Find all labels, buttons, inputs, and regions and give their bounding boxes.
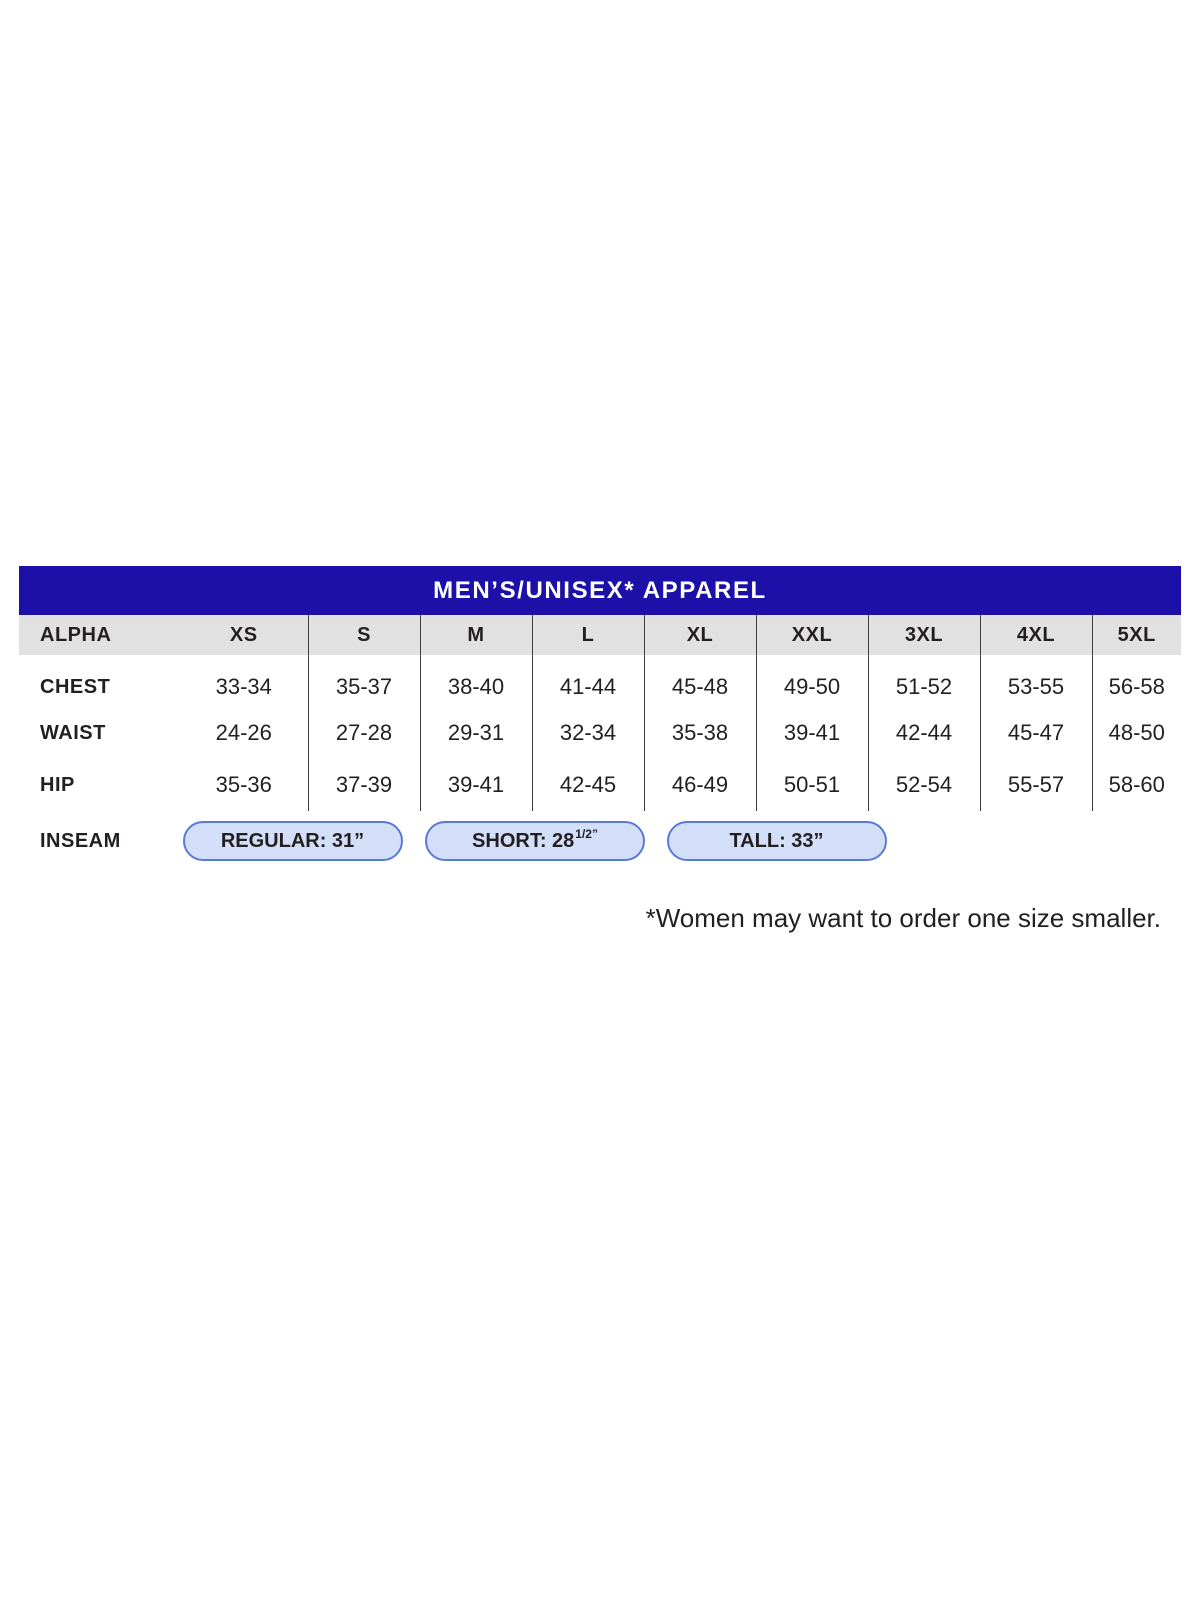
size-value-cell: 35-36 [215,772,272,797]
col-header-3xl: 3XL [867,615,980,655]
size-table: ALPHA XS S M L XL XXL 3XL 4XL 5XL CHEST … [19,615,1181,811]
size-header-row: ALPHA XS S M L XL XXL 3XL 4XL 5XL [19,615,1181,655]
inseam-pill-tall-text: TALL: 33” [729,829,824,852]
size-value-cell: 46-49 [643,759,756,811]
col-header-4xl: 4XL [979,615,1092,655]
chest-row: CHEST 33-34 35-37 38-40 41-44 45-48 49-5… [19,655,1181,707]
row-label-waist: WAIST [40,721,106,744]
size-value-cell: 37-39 [307,759,420,811]
inseam-pill-short-sup: 1/2” [575,827,598,841]
col-header-m: M [419,615,532,655]
size-value-cell: 42-44 [867,707,980,759]
size-value-cell: 45-48 [643,655,756,707]
size-value-cell: 24-26 [215,720,272,745]
chart-title-bar: MEN’S/UNISEX* APPAREL [19,566,1181,615]
inseam-pill-short: SHORT: 28 1/2” [425,821,645,861]
inseam-pill-short-text: SHORT: 28 [472,829,575,852]
size-value-cell: 38-40 [419,655,532,707]
col-header-alpha: ALPHA [19,615,180,655]
inseam-pill-regular: REGULAR: 31” [183,821,403,861]
size-value-cell: 35-37 [307,655,420,707]
inseam-row: INSEAM REGULAR: 31” SHORT: 28 1/2” TALL: … [19,821,1181,861]
size-value-cell: 32-34 [531,707,644,759]
col-header-5xl: 5XL [1091,615,1181,655]
col-header-xl: XL [643,615,756,655]
size-value-cell: 48-50 [1091,707,1181,759]
size-value-cell: 55-57 [979,759,1092,811]
size-chart: MEN’S/UNISEX* APPAREL ALPHA XS S M L XL … [19,566,1181,934]
size-value-cell: 45-47 [979,707,1092,759]
row-label-chest: CHEST [40,675,111,698]
row-label-hip: HIP [40,773,75,796]
size-value-cell: 35-38 [643,707,756,759]
size-value-cell: 29-31 [419,707,532,759]
size-value-cell: 42-45 [531,759,644,811]
col-header-s: S [307,615,420,655]
size-value-cell: 39-41 [755,707,868,759]
size-value-cell: 53-55 [979,655,1092,707]
size-value-cell: 27-28 [307,707,420,759]
size-value-cell: 49-50 [755,655,868,707]
row-label-inseam: INSEAM [40,829,121,852]
col-header-xs: XS [180,615,308,655]
footnote: *Women may want to order one size smalle… [645,903,1161,933]
size-value-cell: 58-60 [1091,759,1181,811]
size-value-cell: 50-51 [755,759,868,811]
hip-row: HIP 35-36 37-39 39-41 42-45 46-49 50-51 … [19,759,1181,811]
size-value-cell: 51-52 [867,655,980,707]
size-value-cell: 52-54 [867,759,980,811]
col-header-l: L [531,615,644,655]
chart-title: MEN’S/UNISEX* APPAREL [433,576,767,604]
size-value-cell: 39-41 [419,759,532,811]
inseam-pill-tall: TALL: 33” [667,821,887,861]
size-value-cell: 41-44 [531,655,644,707]
inseam-pill-regular-text: REGULAR: 31” [220,829,365,852]
size-value-cell: 33-34 [215,674,272,699]
col-header-xxl: XXL [755,615,868,655]
size-value-cell: 56-58 [1091,655,1181,707]
waist-row: WAIST 24-26 27-28 29-31 32-34 35-38 39-4… [19,707,1181,759]
